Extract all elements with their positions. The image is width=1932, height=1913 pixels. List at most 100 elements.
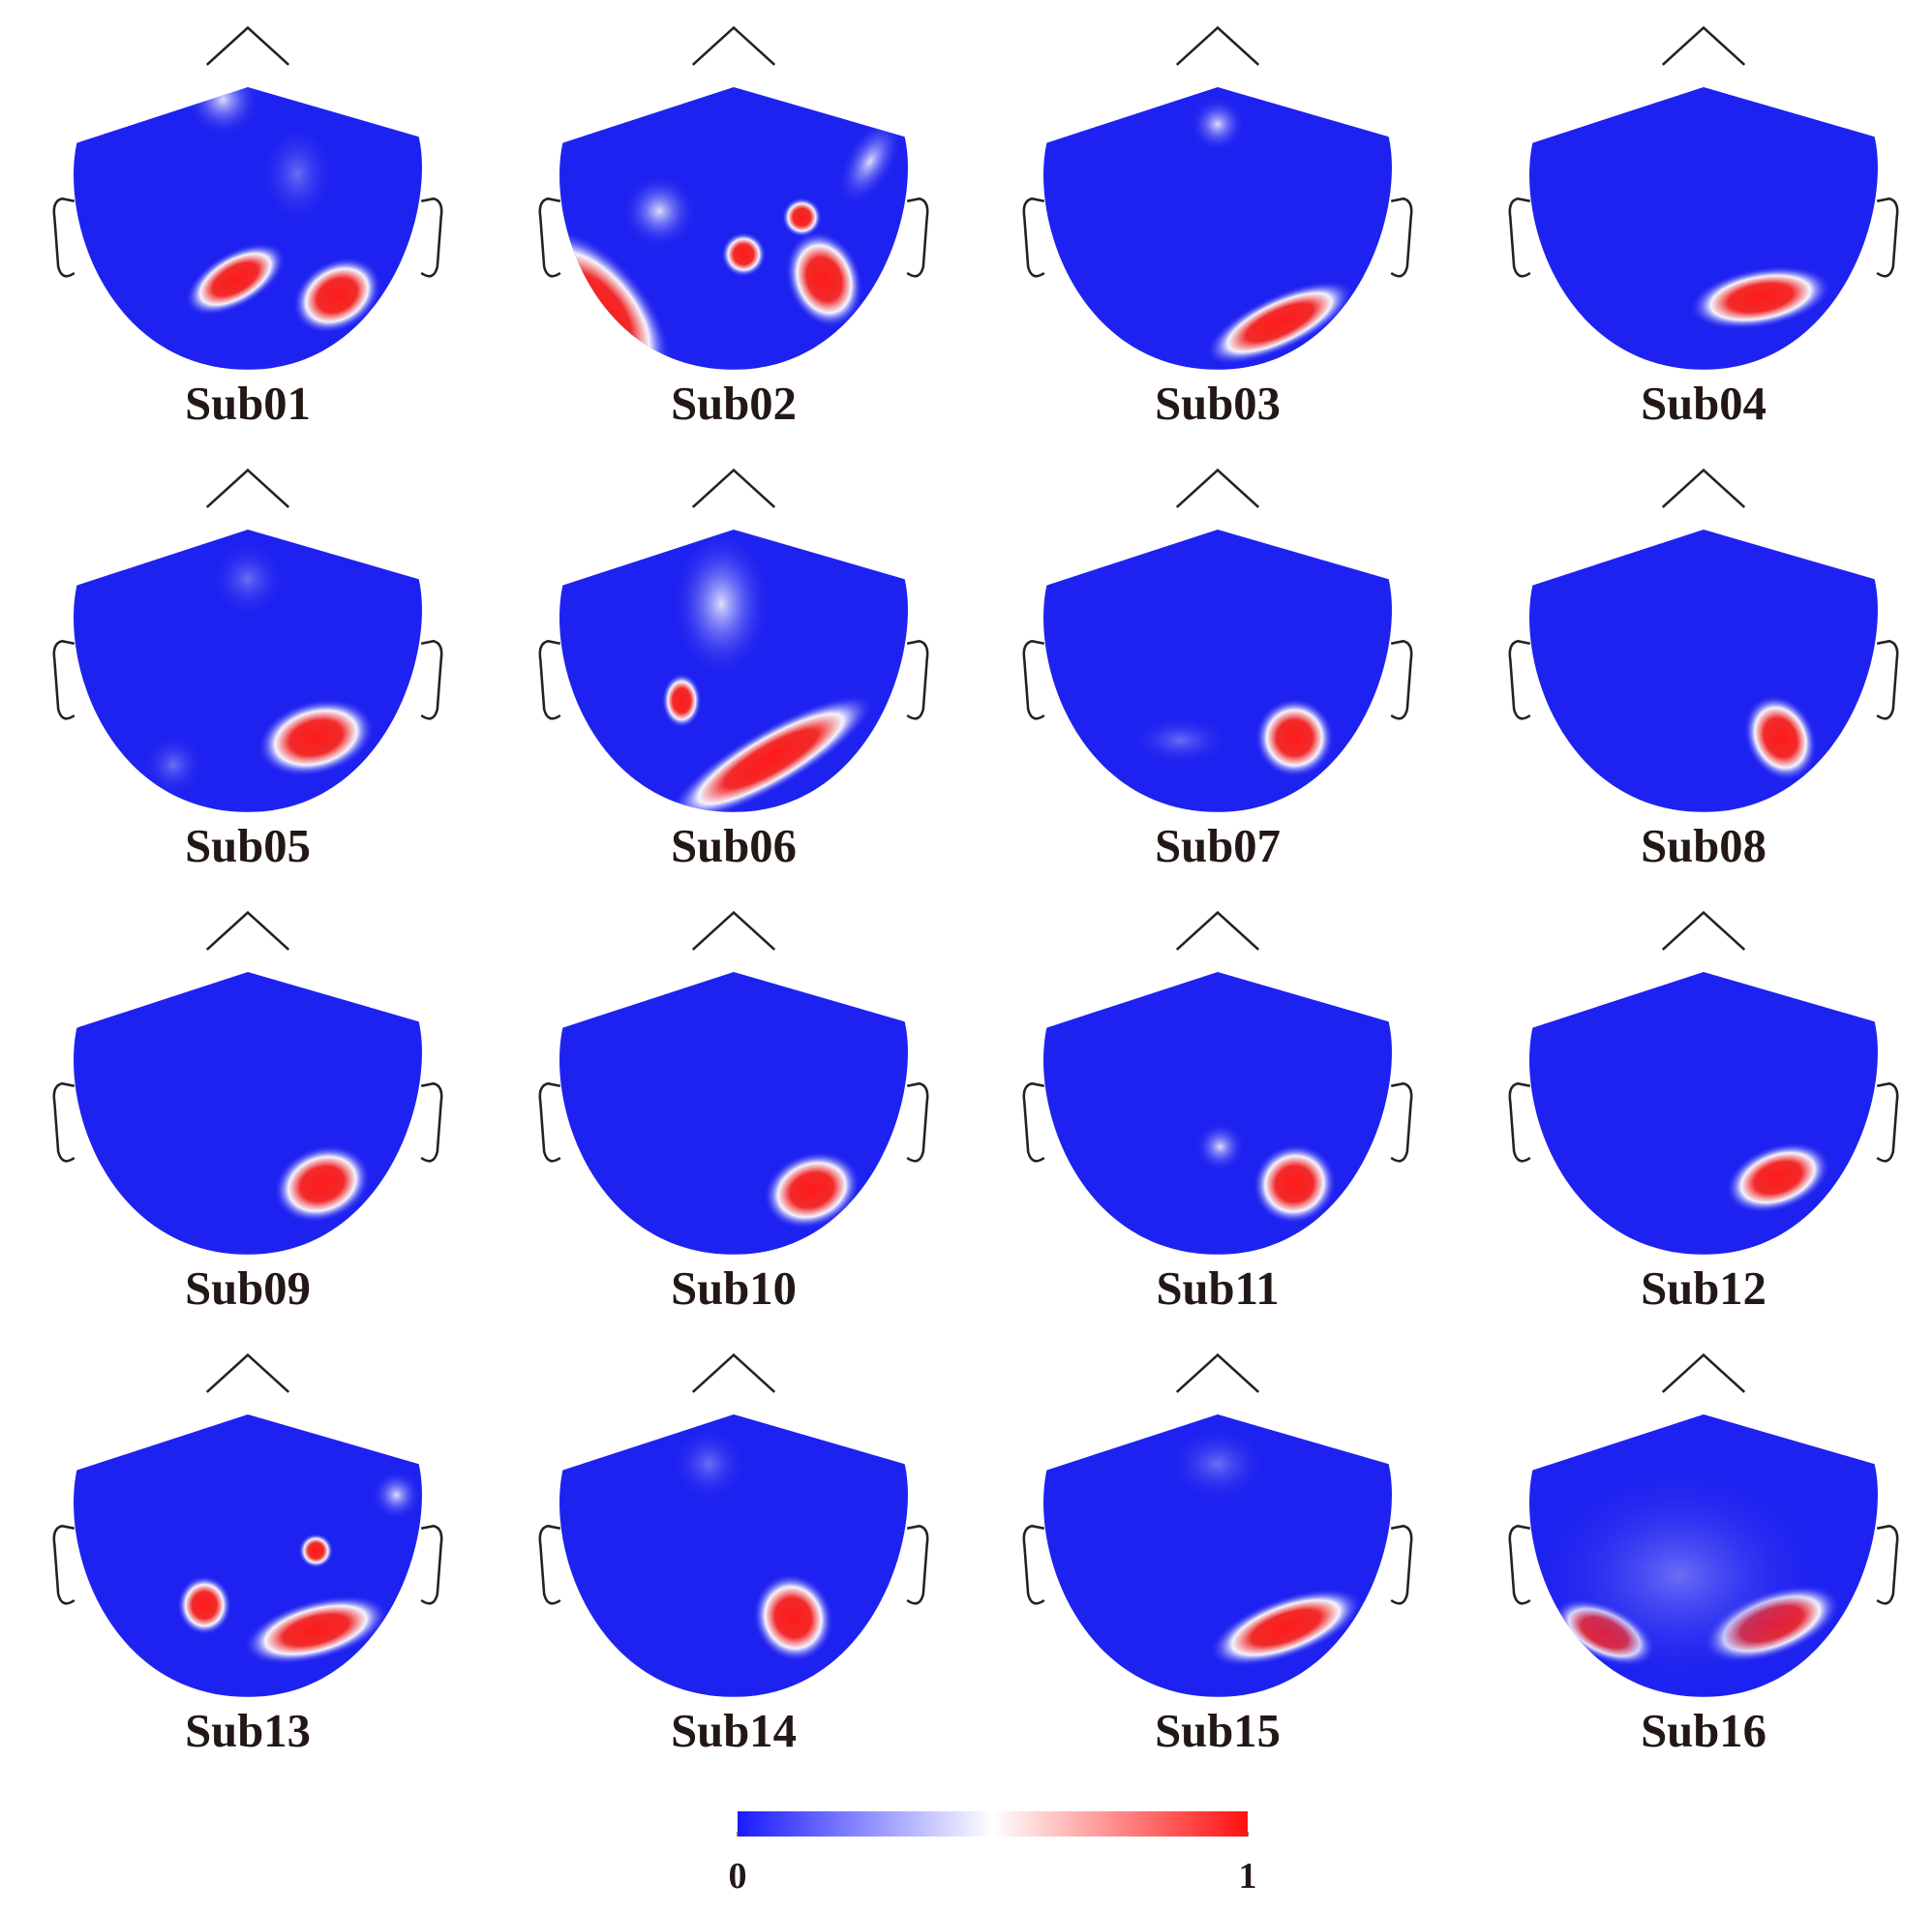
nose xyxy=(1661,25,1746,66)
activation xyxy=(1743,694,1818,781)
left-ear xyxy=(52,197,75,278)
head-map xyxy=(1043,86,1392,370)
head-map xyxy=(74,971,422,1255)
head-map xyxy=(559,529,908,812)
activation xyxy=(1205,280,1354,365)
panel-label: Sub04 xyxy=(1641,378,1766,430)
panel-label: Sub09 xyxy=(185,1262,311,1315)
activation xyxy=(273,1144,371,1223)
head-map xyxy=(74,529,422,812)
nose xyxy=(1661,1352,1746,1393)
left-ear xyxy=(1508,197,1531,278)
right-ear xyxy=(1876,1524,1899,1605)
nose xyxy=(1175,25,1260,66)
left-ear xyxy=(1508,1081,1531,1163)
right-ear xyxy=(420,1524,443,1605)
left-ear xyxy=(538,1524,561,1605)
colorbar xyxy=(738,1811,1248,1837)
right-ear xyxy=(1390,197,1413,278)
left-ear xyxy=(52,639,75,720)
head-map xyxy=(559,971,908,1255)
activation xyxy=(752,1573,834,1662)
activation xyxy=(1194,1121,1246,1172)
panel-label: Sub12 xyxy=(1641,1262,1766,1315)
nose xyxy=(205,468,290,508)
activation xyxy=(1689,265,1832,330)
head-fill xyxy=(559,86,908,370)
activation xyxy=(1167,1426,1268,1502)
activation xyxy=(372,1470,422,1520)
activation xyxy=(721,231,767,277)
activation xyxy=(243,1595,389,1665)
left-ear xyxy=(1022,197,1045,278)
nose xyxy=(1661,910,1746,951)
head-map xyxy=(1043,529,1392,812)
topomap: Sub06 xyxy=(538,468,929,872)
nose xyxy=(1175,1352,1260,1393)
right-ear xyxy=(1876,197,1899,278)
head-map xyxy=(559,86,908,370)
left-ear xyxy=(538,639,561,720)
head-map xyxy=(1529,971,1878,1255)
activation xyxy=(210,541,286,617)
right-ear xyxy=(1876,639,1899,720)
topomap: Sub14 xyxy=(538,1352,929,1757)
topomap: Sub09 xyxy=(52,910,443,1315)
nose xyxy=(205,25,290,66)
left-ear xyxy=(538,1081,561,1163)
nose xyxy=(691,910,776,951)
head-map xyxy=(1043,971,1392,1255)
panel-label: Sub14 xyxy=(671,1705,797,1757)
panel-label: Sub15 xyxy=(1155,1705,1281,1757)
nose xyxy=(205,910,290,951)
activation xyxy=(1254,698,1335,777)
activation xyxy=(186,86,260,137)
head-fill xyxy=(1529,529,1878,812)
head-map xyxy=(559,1413,908,1697)
head-map xyxy=(1529,529,1878,812)
head-map xyxy=(74,86,422,370)
nose xyxy=(1175,468,1260,508)
right-ear xyxy=(420,1081,443,1163)
right-ear xyxy=(906,1524,929,1605)
head-map xyxy=(1043,1413,1392,1697)
nose xyxy=(691,1352,776,1393)
topomap: Sub01 xyxy=(52,25,443,430)
right-ear xyxy=(906,1081,929,1163)
panel-label: Sub05 xyxy=(185,820,311,872)
topomap: Sub10 xyxy=(538,910,929,1315)
topomap: Sub15 xyxy=(1022,1352,1413,1757)
topomap: Sub07 xyxy=(1022,468,1413,872)
activation xyxy=(621,173,697,249)
head-fill xyxy=(1529,86,1878,370)
topomap: Sub08 xyxy=(1508,468,1899,872)
left-ear xyxy=(52,1524,75,1605)
head-fill xyxy=(1529,971,1878,1255)
head-fill xyxy=(1043,971,1392,1255)
panel-label: Sub06 xyxy=(671,820,797,872)
left-ear xyxy=(1022,639,1045,720)
activation xyxy=(763,1151,860,1230)
right-ear xyxy=(1390,1081,1413,1163)
left-ear xyxy=(1022,1524,1045,1605)
activation xyxy=(661,673,702,728)
activation xyxy=(1253,1143,1337,1225)
head-fill xyxy=(559,971,908,1255)
activation xyxy=(292,257,381,334)
nose xyxy=(205,1352,290,1393)
activation xyxy=(259,124,335,224)
head-map xyxy=(74,1413,422,1697)
activation xyxy=(177,1575,232,1635)
activation xyxy=(185,242,287,317)
panel-label: Sub07 xyxy=(1155,820,1281,872)
head-fill xyxy=(74,1413,422,1697)
left-ear xyxy=(538,197,561,278)
topomap: Sub13 xyxy=(52,1352,443,1757)
activation xyxy=(257,698,375,777)
activation xyxy=(785,230,863,328)
activation xyxy=(667,694,874,812)
right-ear xyxy=(1390,1524,1413,1605)
nose xyxy=(691,25,776,66)
